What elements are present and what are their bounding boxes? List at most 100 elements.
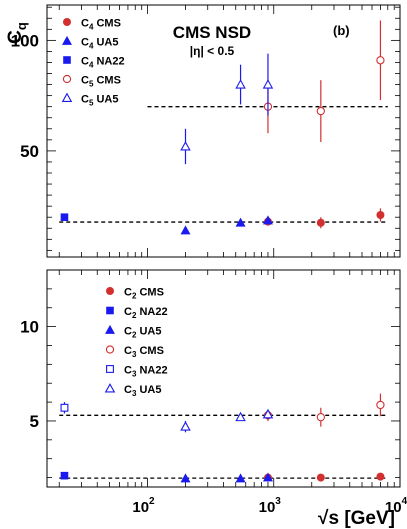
legend-label: C5 UA5	[81, 94, 118, 108]
legend-marker	[63, 17, 72, 26]
data-point	[60, 471, 69, 480]
data-point	[180, 141, 191, 151]
legend-marker	[104, 383, 116, 393]
x-tick-label: 103	[259, 496, 282, 516]
series-c2-na22	[60, 471, 69, 480]
series-c3-na22	[60, 402, 69, 414]
series-c3-ua5	[180, 408, 274, 433]
legend-label: C3 NA22	[124, 365, 168, 379]
data-point	[262, 79, 274, 89]
legend-label: C2 NA22	[124, 306, 168, 320]
legend-marker	[105, 345, 115, 354]
data-point	[262, 408, 274, 419]
legend-label-suffix: NA22	[93, 56, 124, 68]
x-tick-label-exponent: 4	[402, 496, 407, 507]
data-point	[316, 473, 325, 482]
legend-label-sub: 3	[132, 389, 137, 398]
legend-label-main: C	[81, 18, 89, 30]
legend-label-main: C	[81, 56, 89, 68]
x-tick-label: 104	[385, 496, 407, 516]
legend-label-suffix: CMS	[136, 287, 164, 299]
x-tick-label-exponent: 3	[275, 496, 281, 507]
series-c5-ua5	[180, 53, 274, 165]
legend-label-main: C	[81, 37, 89, 49]
x-tick-label-base: 10	[385, 499, 402, 516]
legend-label-suffix: NA22	[136, 306, 167, 318]
legend-label-suffix: UA5	[93, 94, 118, 106]
x-tick-label-exponent: 2	[149, 496, 155, 507]
legend-label-sub: 3	[132, 350, 137, 359]
legend-label-sub: 4	[89, 42, 94, 51]
data-point	[316, 218, 325, 227]
x-tick-label-base: 10	[259, 499, 276, 516]
legend-marker	[106, 286, 115, 295]
legend-label-suffix: CMS	[93, 75, 121, 87]
series-c4-na22	[60, 213, 69, 222]
series-c3-cms	[263, 393, 385, 427]
series-c4-ua5	[180, 215, 273, 235]
legend-label-suffix: NA22	[136, 365, 167, 377]
data-point	[262, 472, 273, 482]
legend-label-main: C	[124, 326, 132, 338]
legend-label-suffix: CMS	[136, 345, 164, 357]
data-point	[235, 411, 246, 422]
legend-marker	[61, 92, 73, 102]
legend-label: C4 CMS	[81, 18, 121, 32]
data-point	[235, 79, 246, 89]
data-point	[316, 106, 325, 116]
x-axis-label: √s [GeV]	[318, 508, 395, 529]
legend-label-sub: 2	[132, 331, 137, 340]
legend-marker	[62, 74, 72, 84]
legend-label: C4 NA22	[81, 56, 125, 70]
data-point	[180, 473, 191, 483]
y-axis-label-sub: q	[14, 22, 29, 30]
chart-title: CMS NSD	[173, 23, 251, 42]
legend-label-main: C	[124, 345, 132, 357]
data-point	[376, 56, 385, 65]
legend-label-sub: 4	[89, 61, 94, 70]
y-tick-label: 10	[20, 318, 39, 337]
legend-label-suffix: UA5	[136, 326, 161, 338]
data-point	[180, 225, 191, 235]
series-c4-cms	[263, 208, 385, 229]
series-c2-ua5	[180, 472, 273, 483]
legend-marker	[105, 324, 115, 334]
legend-label-sub: 5	[89, 99, 94, 108]
legend-label-suffix: UA5	[136, 384, 161, 396]
legend-label-main: C	[124, 365, 132, 377]
data-point	[376, 472, 385, 481]
data-point	[180, 421, 191, 431]
data-point	[235, 473, 246, 483]
legend-label: C3 CMS	[124, 345, 164, 359]
data-point	[376, 210, 385, 219]
series-c2-cms	[263, 472, 385, 482]
x-tick-label-base: 10	[132, 499, 149, 516]
y-tick-label: 5	[30, 412, 39, 431]
legend-label: C2 UA5	[124, 326, 161, 340]
data-point	[235, 217, 246, 227]
plot-frame	[46, 269, 401, 488]
y-axis-label: Cq	[5, 22, 29, 44]
series-c5-cms	[263, 20, 385, 143]
legend-label-main: C	[124, 306, 132, 318]
data-point	[60, 213, 69, 222]
legend-label-sub: 5	[89, 80, 94, 89]
data-point	[376, 400, 385, 410]
legend-marker	[63, 56, 71, 64]
legend-marker	[106, 306, 114, 315]
chart-subtitle: |η| < 0.5	[190, 44, 235, 58]
data-point	[262, 215, 273, 225]
legend-label-suffix: UA5	[93, 37, 118, 49]
legend-label: C2 CMS	[124, 287, 164, 301]
legend-label: C5 CMS	[81, 75, 121, 89]
y-tick-label: 50	[20, 142, 39, 161]
data-point	[316, 413, 325, 422]
legend-label: C4 UA5	[81, 37, 118, 51]
legend-label-suffix: CMS	[93, 18, 121, 30]
panel-label: (b)	[333, 23, 350, 38]
